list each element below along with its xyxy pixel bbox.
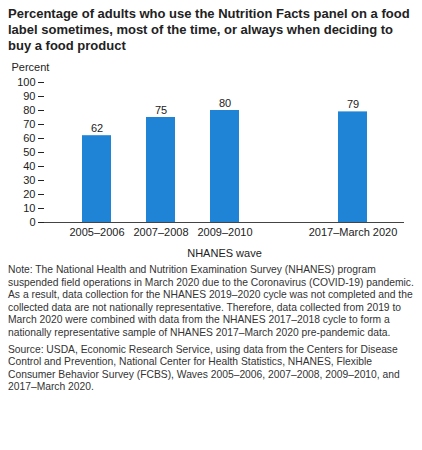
svg-text:62: 62 bbox=[91, 122, 103, 134]
svg-text:50: 50 bbox=[23, 146, 35, 158]
svg-text:30: 30 bbox=[23, 174, 35, 186]
svg-text:NHANES wave: NHANES wave bbox=[187, 247, 262, 259]
svg-text:100: 100 bbox=[17, 76, 35, 88]
svg-text:70: 70 bbox=[23, 118, 35, 130]
svg-text:80: 80 bbox=[23, 104, 35, 116]
svg-text:90: 90 bbox=[23, 90, 35, 102]
html-text:Percentage of adults who use t: Percentage of adults who use the Nutriti… bbox=[8, 6, 410, 53]
svg-text:10: 10 bbox=[23, 202, 35, 214]
svg-text:20: 20 bbox=[23, 188, 35, 200]
svg-text:75: 75 bbox=[155, 104, 167, 116]
svg-text:40: 40 bbox=[23, 160, 35, 172]
svg-text:79: 79 bbox=[347, 98, 359, 110]
html-text:Note: The National Health and: Note: The National Health and Nutrition … bbox=[8, 264, 414, 338]
svg-text:Percent: Percent bbox=[12, 61, 50, 73]
svg-text:2009–2010: 2009–2010 bbox=[197, 226, 252, 238]
svg-text:2007–2008: 2007–2008 bbox=[133, 226, 188, 238]
html-text:Source: USDA, Economic Researc: Source: USDA, Economic Research Service,… bbox=[8, 343, 400, 393]
svg-text:2005–2006: 2005–2006 bbox=[69, 226, 124, 238]
svg-text:2017–March 2020: 2017–March 2020 bbox=[309, 226, 398, 238]
svg-text:80: 80 bbox=[219, 97, 231, 109]
svg-text:0: 0 bbox=[29, 216, 35, 228]
svg-text:60: 60 bbox=[23, 132, 35, 144]
